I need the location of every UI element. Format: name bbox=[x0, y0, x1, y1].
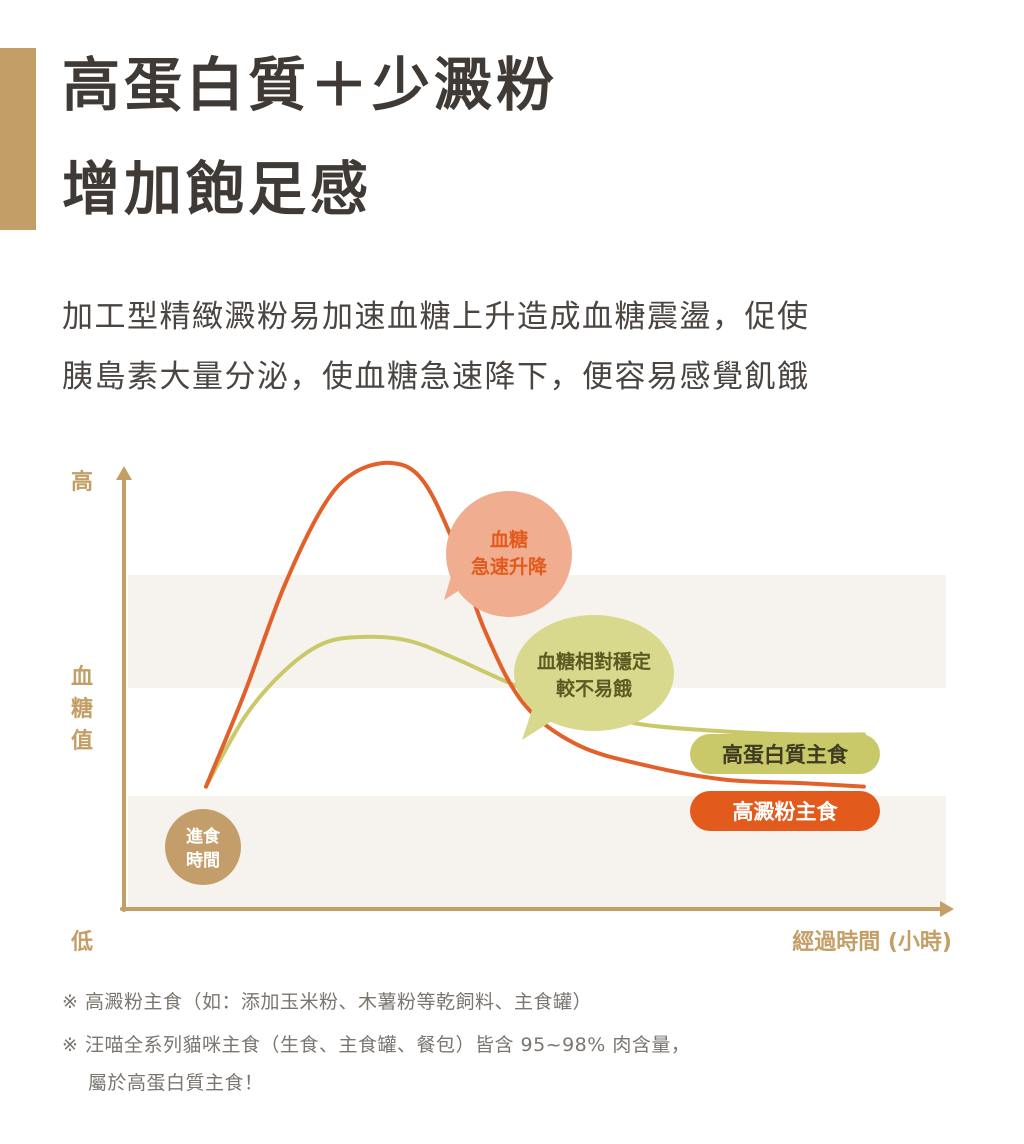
meal-time-line2: 時間 bbox=[186, 850, 220, 871]
stable-bubble-line1: 血糖相對穩定 bbox=[537, 650, 651, 673]
x-axis-arrow bbox=[940, 901, 954, 917]
stable-annotation: 血糖相對穩定 較不易餓 bbox=[514, 615, 674, 740]
y-label-sugar: 糖 bbox=[71, 696, 93, 722]
title-accent-bar bbox=[0, 48, 36, 230]
spike-bubble bbox=[446, 491, 572, 617]
legend-pill-high-protein bbox=[690, 734, 880, 774]
legend-pill-high-starch bbox=[690, 791, 880, 831]
footnote-2: ※ 汪喵全系列貓咪主食（生食、主食罐、餐包）皆含 95~98% 肉含量， bbox=[62, 1034, 691, 1056]
blood-sugar-chart: 高 血 糖 值 低 經過時間 (小時) 血糖 急速升降 血糖相對穩定 較不易餓 … bbox=[70, 460, 954, 955]
intro-text-line1: 加工型精緻澱粉易加速血糖上升造成血糖震盪，促使 bbox=[62, 299, 810, 335]
spike-bubble-line2: 急速升降 bbox=[471, 555, 548, 578]
series-line-high-protein bbox=[204, 634, 866, 789]
y-label-blood: 血 bbox=[71, 664, 93, 690]
footnote-3: 屬於高蛋白質主食！ bbox=[88, 1072, 264, 1094]
y-label-low: 低 bbox=[70, 930, 93, 955]
legend-high-protein: 高蛋白質主食 bbox=[690, 734, 880, 774]
stable-bubble-line2: 較不易餓 bbox=[556, 677, 632, 700]
legend-label-high-starch: 高澱粉主食 bbox=[733, 800, 839, 824]
intro-text-line2: 胰島素大量分泌，使血糖急速降下，便容易感覺飢餓 bbox=[62, 359, 810, 395]
page-title-line2: 增加飽足感 bbox=[62, 155, 373, 223]
meal-time-line1: 進食 bbox=[186, 826, 221, 847]
spike-annotation: 血糖 急速升降 bbox=[444, 491, 572, 617]
y-label-value: 值 bbox=[71, 728, 93, 754]
meal-time-dot bbox=[165, 809, 241, 885]
x-axis-label: 經過時間 (小時) bbox=[792, 929, 952, 955]
spike-bubble-line1: 血糖 bbox=[490, 528, 528, 551]
legend-high-starch: 高澱粉主食 bbox=[690, 791, 880, 831]
stable-bubble bbox=[514, 615, 674, 731]
footnote-1: ※ 高澱粉主食（如：添加玉米粉、木薯粉等乾飼料、主食罐） bbox=[62, 991, 592, 1013]
page-title-line1: 高蛋白質＋少澱粉 bbox=[62, 51, 559, 119]
legend-label-high-protein: 高蛋白質主食 bbox=[722, 743, 849, 767]
y-axis-arrow bbox=[116, 466, 132, 480]
y-label-high: 高 bbox=[71, 469, 93, 495]
meal-time-marker: 進食 時間 bbox=[165, 809, 241, 885]
